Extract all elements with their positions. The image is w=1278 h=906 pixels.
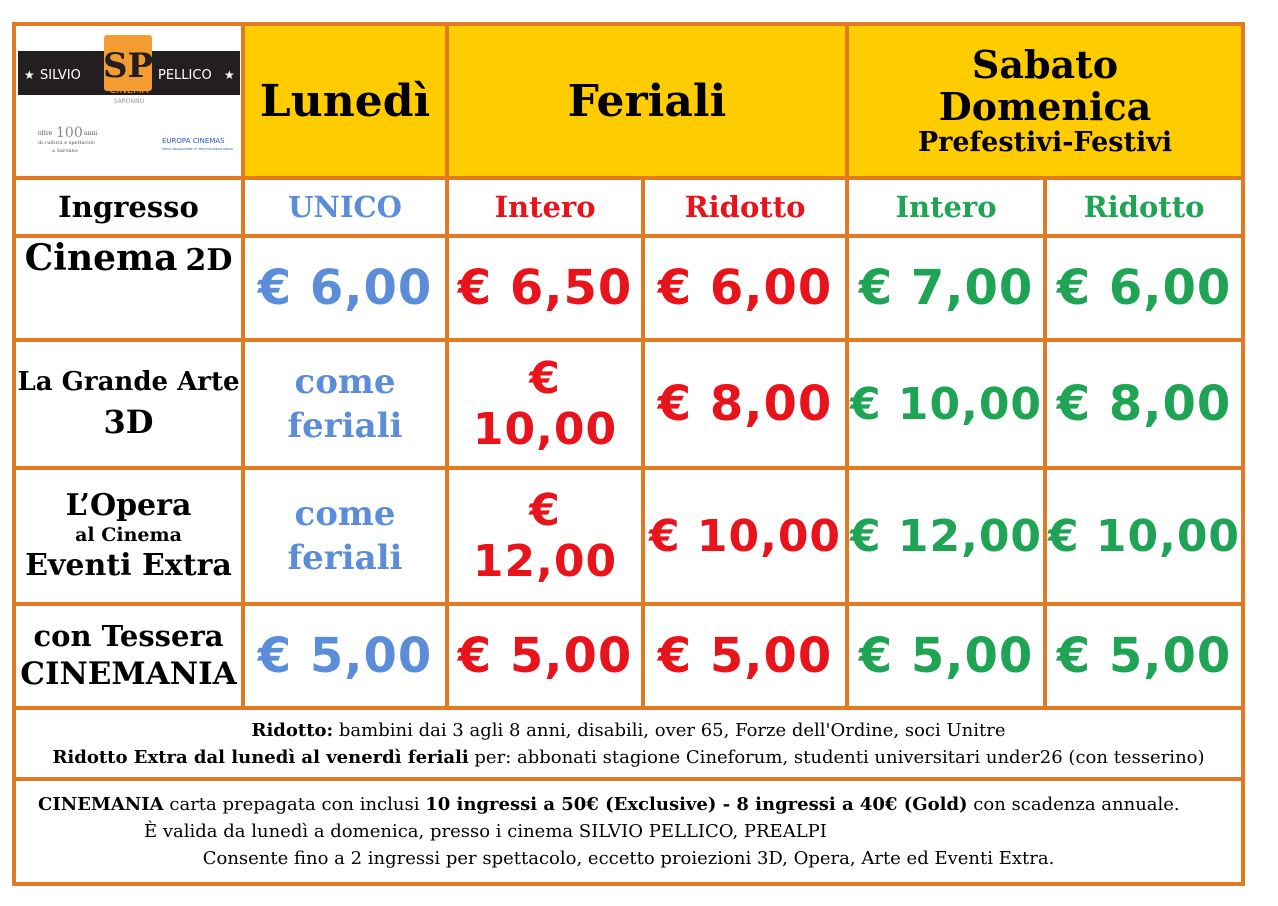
row-label-tessera: con Tessera CINEMANIA [12, 602, 245, 710]
row-label-opera: L’Opera al Cinema Eventi Extra [12, 466, 245, 606]
note-ridotto-line: Ridotto: bambini dai 3 agli 8 anni, disa… [252, 717, 1006, 744]
row-label-2d: 2D [185, 243, 233, 278]
come-text: come [294, 361, 396, 402]
price-tessera-feriali-intero: € 5,00 [445, 602, 645, 710]
svg-text:CINEMA: CINEMA [109, 85, 148, 96]
svg-text:anni: anni [84, 130, 97, 137]
come-text: come [294, 493, 396, 534]
price-opera-lunedi: come feriali [241, 466, 449, 606]
price-cinema-weekend-ridotto: € 6,00 [1043, 234, 1245, 342]
price-arte-feriali-ridotto: € 8,00 [641, 338, 849, 470]
silvio-pellico-logo: ★ SILVIO PELLICO ★ SP CINEMA SARONNO olt… [17, 35, 240, 154]
note-cinemania-line3: Consente fino a 2 ingressi per spettacol… [202, 848, 1055, 869]
row-label-cinemania: CINEMANIA [20, 655, 237, 692]
row-label-cinema: Cinema [24, 237, 178, 279]
price-cinema-feriali-ridotto: € 6,00 [641, 234, 849, 342]
notes-ridotto: Ridotto: bambini dai 3 agli 8 anni, disa… [12, 706, 1245, 781]
price-opera-weekend-ridotto: € 10,00 [1043, 466, 1245, 606]
row-label-al-cinema: al Cinema [75, 524, 182, 547]
note-cinemania-label: CINEMANIA [38, 794, 164, 815]
price-arte-weekend-ridotto: € 8,00 [1043, 338, 1245, 470]
price-cinema-lunedi: € 6,00 [241, 234, 449, 342]
svg-text:oltre: oltre [38, 130, 53, 137]
price-cinema-weekend-intero: € 7,00 [845, 234, 1047, 342]
feriali-text: feriali [287, 538, 403, 578]
svg-text:SARONNO: SARONNO [113, 98, 144, 105]
subheader-unico: UNICO [241, 176, 449, 238]
svg-text:PELLICO: PELLICO [158, 68, 212, 83]
svg-text:MEDIA PROGRAMME OF THE EUROPEA: MEDIA PROGRAMME OF THE EUROPEAN UNION [162, 147, 233, 151]
row-label-eventi-extra: Eventi Extra [25, 547, 232, 583]
svg-text:★: ★ [24, 68, 35, 82]
svg-text:EUROPA CINEMAS: EUROPA CINEMAS [162, 137, 225, 145]
row-label-grande-arte: La Grande Arte 3D [12, 338, 245, 470]
logo-cell: ★ SILVIO PELLICO ★ SP CINEMA SARONNO olt… [12, 22, 245, 180]
note-cinemania-line2: È valida da lunedì a domenica, presso i … [144, 821, 827, 842]
note-cinemania-line1: CINEMANIA carta prepagata con inclusi 10… [16, 791, 1241, 818]
header-weekend: Sabato Domenica Prefestivi-Festivi [845, 22, 1245, 180]
svg-text:100: 100 [56, 125, 83, 141]
subheader-weekend-ridotto: Ridotto [1043, 176, 1245, 238]
note-cinemania-text-a: carta prepagata con inclusi [163, 794, 426, 815]
price-tessera-weekend-intero: € 5,00 [845, 602, 1047, 710]
note-ridotto-extra-text: per: abbonati stagione Cineforum, studen… [468, 746, 1205, 768]
price-opera-weekend-intero: € 12,00 [845, 466, 1047, 606]
note-ridotto-extra-line: Ridotto Extra dal lunedì al venerdì feri… [52, 744, 1204, 771]
note-ridotto-label: Ridotto: [251, 719, 334, 741]
price-cinema-feriali-intero: € 6,50 [445, 234, 645, 342]
price-arte-lunedi: come feriali [241, 338, 449, 470]
subheader-weekend-intero: Intero [845, 176, 1047, 238]
note-cinemania-offers: 10 ingressi a 50€ (Exclusive) - 8 ingres… [425, 794, 968, 815]
price-opera-feriali-intero: € 12,00 [445, 466, 645, 606]
header-sabato: Sabato [971, 42, 1119, 88]
svg-text:SILVIO: SILVIO [40, 68, 81, 83]
subheader-ingresso: Ingresso [12, 176, 245, 238]
price-tessera-feriali-ridotto: € 5,00 [641, 602, 849, 710]
svg-text:di cultura e spettacolo: di cultura e spettacolo [38, 140, 95, 146]
header-domenica: Domenica [938, 84, 1152, 130]
note-cinemania-text-b: con scadenza annuale. [967, 794, 1180, 815]
header-lunedi: Lunedì [241, 22, 449, 180]
note-ridotto-text: bambini dai 3 agli 8 anni, disabili, ove… [333, 719, 1006, 741]
row-label-grande-arte-text: La Grande Arte [17, 366, 240, 397]
header-feriali: Feriali [445, 22, 849, 180]
notes-cinemania: CINEMANIA carta prepagata con inclusi 10… [12, 777, 1245, 886]
svg-text:SP: SP [102, 46, 152, 86]
note-ridotto-extra-label: Ridotto Extra dal lunedì al venerdì feri… [52, 746, 469, 768]
price-opera-feriali-ridotto: € 10,00 [641, 466, 849, 606]
row-label-cinema-2d: Cinema 2D [12, 234, 245, 342]
subheader-feriali-intero: Intero [445, 176, 645, 238]
price-arte-weekend-intero: € 10,00 [845, 338, 1047, 470]
row-label-con-tessera: con Tessera [33, 618, 224, 653]
row-label-3d: 3D [103, 402, 154, 441]
feriali-text: feriali [287, 406, 403, 446]
price-tessera-lunedi: € 5,00 [241, 602, 449, 710]
header-prefestivi: Prefestivi-Festivi [917, 126, 1173, 158]
subheader-feriali-ridotto: Ridotto [641, 176, 849, 238]
svg-text:a Saronno: a Saronno [52, 148, 78, 154]
row-label-opera-text: L’Opera [65, 487, 192, 523]
svg-text:★: ★ [224, 68, 235, 82]
price-arte-feriali-intero: € 10,00 [445, 338, 645, 470]
price-tessera-weekend-ridotto: € 5,00 [1043, 602, 1245, 710]
